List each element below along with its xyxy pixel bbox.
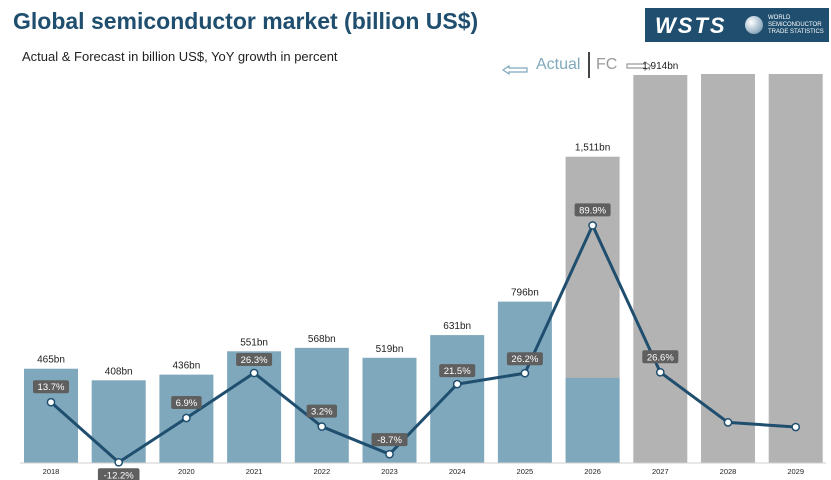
growth-label-bg [171, 395, 202, 409]
growth-value-label: 3.2% [311, 407, 333, 418]
x-tick-label: 2029 [787, 467, 804, 476]
bar-value-label: 631bn [443, 321, 471, 332]
x-tick-label: 2022 [313, 467, 330, 476]
growth-label-bg [33, 380, 69, 394]
growth-label-bg [97, 468, 140, 480]
x-tick-label: 2027 [652, 467, 669, 476]
growth-point [46, 397, 56, 407]
bar-forecast [701, 74, 755, 463]
growth-point [317, 422, 327, 431]
globe-icon [745, 16, 763, 34]
growth-point [385, 449, 394, 459]
x-tick-label: 2028 [720, 467, 737, 476]
bar-forecast [768, 74, 823, 463]
chart-subtitle: Actual & Forecast in billion US$, YoY gr… [22, 49, 338, 64]
growth-point [791, 422, 801, 432]
growth-value-label: 89.9% [579, 205, 606, 216]
logo-text: WORLD SEMICONDUCTOR TRADE STATISTICS [768, 15, 824, 36]
growth-label-bg [236, 352, 273, 366]
logo-line: WORLD [768, 15, 791, 21]
growth-label-bg [506, 352, 543, 366]
growth-value-label: 26.6% [647, 352, 674, 363]
legend-actual-label: Actual [536, 56, 581, 73]
x-tick-label: 2021 [246, 467, 263, 476]
bar-forecast-base [565, 377, 620, 463]
growth-point [723, 418, 733, 427]
growth-value-label: 26.2% [511, 354, 538, 365]
legend-divider [588, 52, 590, 78]
bar-actual [497, 301, 552, 463]
x-tick-label: 2024 [449, 467, 466, 476]
bar-value-label: 551bn [240, 337, 268, 348]
growth-point [520, 368, 530, 378]
growth-value-label: -12.2% [104, 470, 135, 480]
x-tick-label: 2020 [178, 467, 195, 476]
logo-line: SEMICONDUCTOR [768, 22, 822, 28]
bar-value-label: 568bn [308, 334, 336, 345]
logo-wordmark: WSTS [655, 13, 727, 38]
growth-label-bg [574, 203, 611, 217]
x-tick-label: 2018 [43, 467, 60, 476]
x-tick-label: 2025 [517, 467, 534, 476]
bar-value-label: 408bn [105, 366, 133, 377]
growth-label-bg [439, 364, 476, 378]
bar-value-label: 519bn [376, 344, 404, 355]
bar-actual [227, 351, 282, 463]
logo-line: TRADE STATISTICS [768, 29, 824, 35]
arrow-left-icon [502, 65, 528, 75]
bar-value-label: 796bn [511, 288, 539, 299]
bar-value-label: 465bn [37, 355, 65, 366]
bar-forecast [633, 75, 688, 463]
growth-point [588, 221, 597, 230]
wsts-logo: WSTS WORLD SEMICONDUCTOR TRADE STATISTIC… [645, 8, 829, 42]
x-tick-label: 2026 [584, 467, 601, 476]
growth-value-label: 21.5% [444, 366, 471, 377]
growth-label-bg [371, 433, 408, 447]
growth-value-label: 13.7% [38, 382, 65, 393]
growth-label-bg [306, 404, 337, 418]
growth-label-bg [642, 350, 679, 364]
growth-point [249, 368, 259, 378]
growth-point [114, 457, 124, 467]
x-tick-label: 2023 [381, 467, 398, 476]
bar-value-label: 1,914bn [642, 61, 678, 72]
growth-line [50, 223, 796, 464]
bar-value-label: 436bn [172, 361, 200, 372]
growth-point [452, 379, 462, 389]
chart-title: Global semiconductor market (billion US$… [13, 8, 479, 34]
growth-value-label: -8.7% [377, 435, 402, 446]
growth-point [655, 367, 665, 377]
bar-actual [430, 335, 485, 463]
arrow-right-icon [626, 61, 652, 71]
growth-value-label: 26.3% [241, 355, 268, 366]
bar-value-label: 1,511bn [575, 143, 610, 154]
growth-point [182, 413, 191, 423]
legend-forecast-label: FC [596, 56, 618, 73]
growth-value-label: 6.9% [176, 398, 198, 409]
